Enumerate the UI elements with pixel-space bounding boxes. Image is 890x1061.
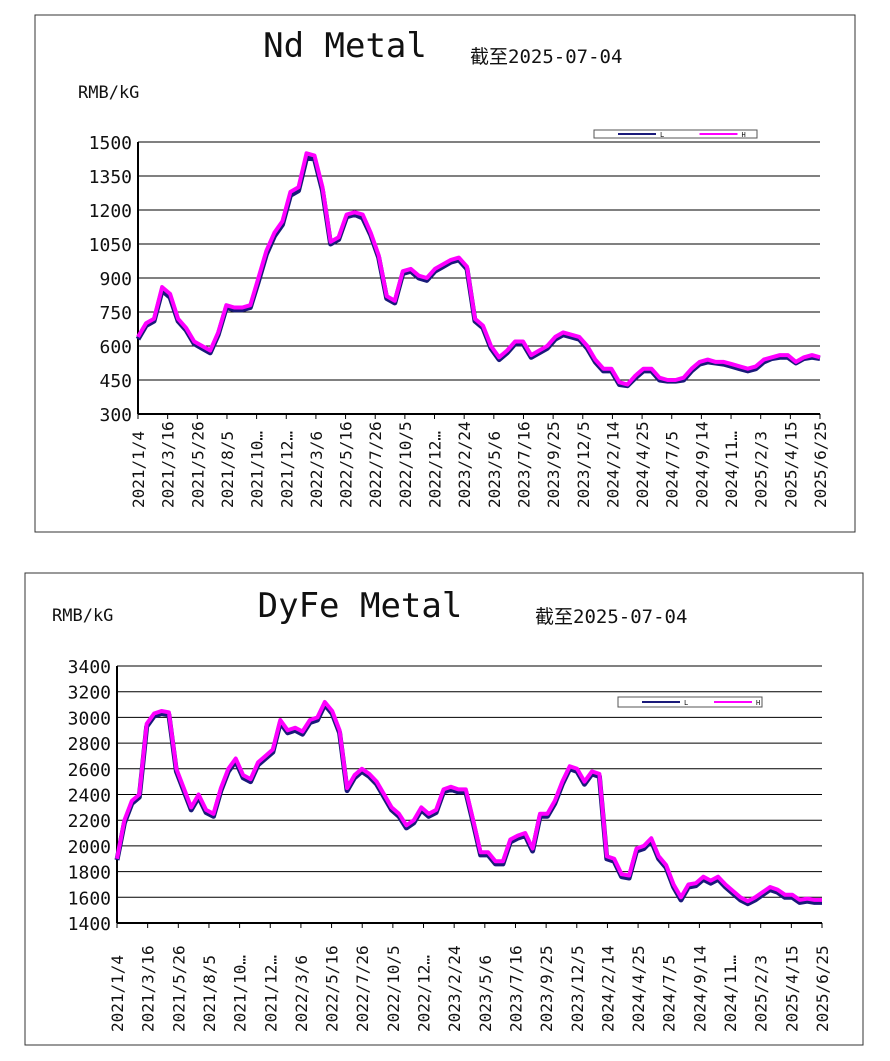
x-tick-label: 2025/2/3: [752, 431, 771, 508]
legend-label-H: H: [756, 699, 760, 707]
series-line-H: [115, 700, 822, 904]
x-tick-label: 2025/6/25: [811, 421, 830, 508]
y-tick-label: 600: [99, 337, 132, 358]
series-line-H: [136, 151, 821, 387]
x-tick-label: 2021/12…: [277, 431, 296, 508]
y-tick-label: 750: [99, 303, 132, 324]
y-tick-label: 900: [99, 269, 132, 290]
y-tick-label: 3400: [68, 657, 111, 678]
x-tick-label: 2024/2/14: [598, 945, 617, 1032]
y-tick-label: 1350: [89, 167, 132, 188]
chart-2: DyFe Metal 截至2025-07-04 RMB/kG 1400 1600 1800…: [24, 572, 864, 1046]
y-tick-label: 1500: [89, 133, 132, 154]
y-tick-label: 450: [99, 371, 132, 392]
y-tick-label: 1400: [68, 914, 111, 935]
x-tick-label: 2021/3/16: [139, 945, 158, 1032]
y-tick-label: 2600: [68, 760, 111, 781]
x-tick-label: 2022/10/5: [396, 421, 415, 508]
chart-frame: [34, 14, 856, 533]
y-tick-label: 2000: [68, 837, 111, 858]
x-tick-label: 2024/7/5: [660, 955, 679, 1032]
x-tick-label: 2022/7/26: [366, 421, 385, 508]
y-tick-label: 1600: [68, 888, 111, 909]
x-tick-label: 2024/4/25: [629, 945, 648, 1032]
x-tick-label: 2022/3/6: [307, 431, 326, 508]
x-tick-label: 2025/4/15: [782, 945, 801, 1032]
x-tick-label: 2024/9/14: [692, 421, 711, 508]
x-tick-label: 2022/12…: [426, 431, 445, 508]
y-tick-label: 3200: [68, 683, 111, 704]
x-tick-label: 2024/2/14: [603, 421, 622, 508]
x-tick-label: 2025/6/25: [813, 945, 832, 1032]
chart-subtitle: 截至2025-07-04: [470, 46, 622, 68]
x-tick-label: 2022/5/16: [337, 421, 356, 508]
y-tick-label: 2800: [68, 734, 111, 755]
y-tick-label: 1800: [68, 863, 111, 884]
x-tick-label: 2023/12/5: [574, 421, 593, 508]
x-tick-label: 2021/3/16: [159, 421, 178, 508]
x-tick-label: 2023/2/24: [455, 421, 474, 508]
x-tick-label: 2022/3/6: [292, 955, 311, 1032]
x-tick-label: 2023/12/5: [568, 945, 587, 1032]
y-tick-label: 2200: [68, 811, 111, 832]
x-tick-label: 2024/11…: [721, 955, 740, 1032]
x-tick-label: 2023/5/6: [485, 431, 504, 508]
x-tick-label: 2021/10…: [248, 431, 267, 508]
x-tick-label: 2023/9/25: [544, 421, 563, 508]
x-tick-label: 2023/7/16: [506, 945, 525, 1032]
x-tick-label: 2023/2/24: [445, 945, 464, 1032]
y-tick-label: 2400: [68, 786, 111, 807]
y-axis-unit: RMB/kG: [78, 83, 139, 103]
x-tick-label: 2024/11…: [722, 431, 741, 508]
y-tick-label: 300: [99, 405, 132, 426]
x-tick-label: 2024/4/25: [633, 421, 652, 508]
chart-subtitle: 截至2025-07-04: [535, 606, 687, 628]
legend-label-L: L: [684, 699, 688, 707]
legend-label-H: H: [742, 131, 746, 139]
x-tick-label: 2024/7/5: [663, 431, 682, 508]
x-tick-label: 2021/1/4: [129, 431, 148, 508]
x-tick-label: 2023/7/16: [514, 421, 533, 508]
chart-title: Nd Metal: [263, 26, 427, 66]
x-tick-label: 2021/5/26: [188, 421, 207, 508]
x-tick-label: 2021/12…: [261, 955, 280, 1032]
x-tick-label: 2022/5/16: [323, 945, 342, 1032]
chart-1: Nd Metal 截至2025-07-04 RMB/kG 300 450 600 750 90…: [34, 14, 856, 533]
x-tick-label: 2023/5/6: [476, 955, 495, 1032]
x-tick-label: 2023/9/25: [537, 945, 556, 1032]
y-tick-label: 1050: [89, 235, 132, 256]
y-axis-unit: RMB/kG: [52, 606, 113, 626]
x-tick-label: 2021/8/5: [200, 955, 219, 1032]
x-tick-label: 2022/7/26: [353, 945, 372, 1032]
x-tick-label: 2022/12…: [415, 955, 434, 1032]
chart-frame: [24, 572, 864, 1046]
x-tick-label: 2025/2/3: [752, 955, 771, 1032]
chart-title: DyFe Metal: [258, 586, 463, 626]
y-tick-label: 1200: [89, 201, 132, 222]
x-tick-label: 2024/9/14: [690, 945, 709, 1032]
x-tick-label: 2022/10/5: [384, 945, 403, 1032]
x-tick-label: 2021/5/26: [169, 945, 188, 1032]
y-tick-label: 3000: [68, 708, 111, 729]
x-tick-label: 2021/10…: [231, 955, 250, 1032]
legend-label-L: L: [660, 131, 664, 139]
x-tick-label: 2021/1/4: [108, 955, 127, 1032]
x-tick-label: 2021/8/5: [218, 431, 237, 508]
legend-box: [617, 696, 763, 708]
x-tick-label: 2025/4/15: [781, 421, 800, 508]
legend-box: [593, 129, 758, 139]
